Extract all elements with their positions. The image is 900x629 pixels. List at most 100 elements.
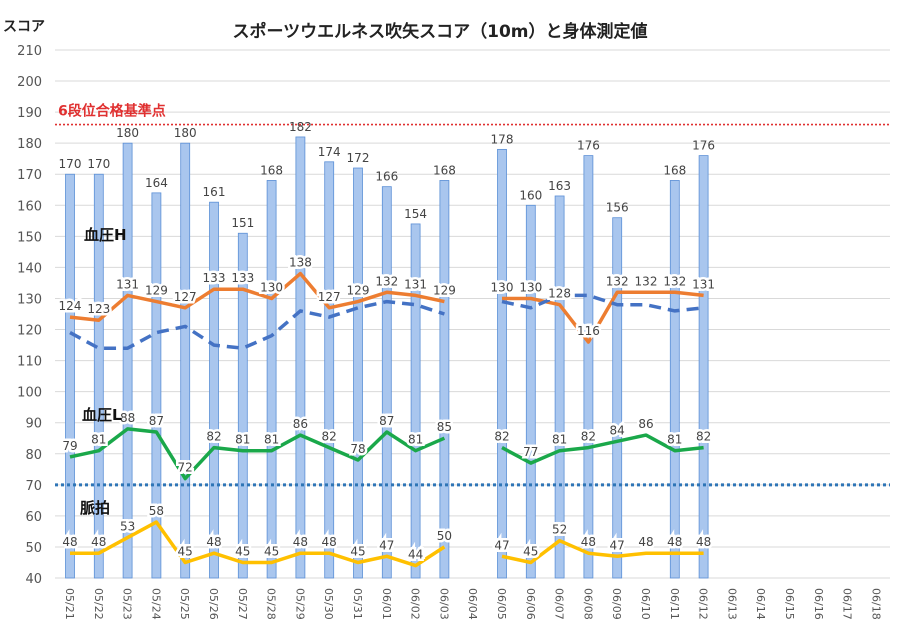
point-value-label: 130 [519, 280, 542, 294]
point-value-label: 132 [635, 274, 658, 288]
point-value-label: 81 [667, 433, 682, 447]
y-tick-label: 170 [17, 168, 42, 183]
point-value-label: 81 [264, 433, 279, 447]
bar-value-label: 178 [491, 132, 514, 146]
score-bar [180, 142, 191, 579]
bar-value-label: 156 [606, 201, 629, 215]
bar-value-label: 176 [577, 139, 600, 153]
point-value-label: 47 [610, 538, 625, 552]
point-value-label: 48 [62, 535, 77, 549]
point-value-label: 81 [408, 433, 423, 447]
y-tick-label: 100 [17, 386, 42, 401]
x-tick-label: 05/30 [322, 588, 335, 620]
point-value-label: 132 [375, 274, 398, 288]
reference-lines: 6段位合格基準点 [55, 103, 890, 487]
point-value-label: 130 [260, 280, 283, 294]
point-value-label: 82 [322, 430, 337, 444]
y-axis-title: スコア [3, 19, 45, 35]
series-line [70, 520, 446, 568]
score-bar [295, 136, 306, 579]
point-value-label: 82 [696, 430, 711, 444]
y-tick-label: 140 [17, 261, 42, 276]
point-value-label: 132 [663, 274, 686, 288]
point-value-label: 53 [120, 520, 135, 534]
point-value-label: 58 [149, 504, 164, 518]
point-value-label: 48 [91, 535, 106, 549]
point-value-label: 48 [293, 535, 308, 549]
score-bar [65, 173, 75, 579]
score-bar [439, 180, 450, 579]
bar-value-label: 180 [116, 126, 139, 140]
point-value-label: 131 [116, 277, 139, 291]
point-value-label: 44 [408, 548, 423, 562]
x-tick-label: 05/23 [121, 588, 134, 620]
point-value-label: 87 [149, 414, 164, 428]
point-value-label: 127 [174, 290, 197, 304]
point-value-label: 138 [289, 256, 312, 270]
bar-value-label: 154 [404, 207, 427, 221]
point-value-label: 133 [231, 271, 254, 285]
measurement-lines [69, 271, 704, 568]
score-bar [410, 223, 421, 579]
point-value-label: 79 [62, 439, 77, 453]
score-bar [237, 232, 248, 579]
score-bar [583, 155, 594, 579]
series-line [501, 538, 704, 565]
point-value-label: 123 [87, 302, 110, 316]
chart-title: スポーツウエルネス吹矢スコア（10m）と身体測定値 [232, 21, 647, 42]
score-bar [554, 195, 565, 579]
x-tick-label: 06/07 [553, 588, 566, 620]
x-tick-label: 06/11 [668, 588, 681, 620]
y-tick-label: 110 [17, 355, 42, 370]
x-tick-label: 06/09 [610, 588, 623, 620]
series-annotations: 血圧H 血圧L 脈拍 [80, 226, 127, 517]
bar-value-label: 168 [433, 163, 456, 177]
x-tick-label: 06/15 [783, 588, 796, 620]
gridlines [55, 49, 890, 579]
point-value-label: 133 [203, 271, 226, 285]
score-bar [93, 173, 104, 579]
point-value-label: 47 [494, 538, 509, 552]
point-value-label: 78 [350, 442, 365, 456]
y-tick-label: 150 [17, 230, 42, 245]
y-tick-label: 190 [17, 106, 42, 121]
point-value-label: 48 [581, 535, 596, 549]
point-value-label: 81 [552, 433, 567, 447]
series-line [501, 293, 704, 313]
point-value-label: 131 [404, 277, 427, 291]
bar-value-label: 176 [692, 139, 715, 153]
y-tick-label: 90 [25, 417, 42, 432]
point-value-label: 81 [91, 433, 106, 447]
point-value-label: 128 [548, 287, 571, 301]
point-value-label: 127 [318, 290, 341, 304]
point-value-label: 52 [552, 523, 567, 537]
point-value-label: 45 [235, 544, 250, 558]
series-line [69, 299, 445, 350]
series-annotation: 血圧L [82, 406, 122, 424]
bar-value-label: 172 [347, 151, 370, 165]
point-value-label: 129 [433, 284, 456, 298]
point-value-label: 45 [178, 544, 193, 558]
point-value-label: 84 [610, 423, 625, 437]
x-tick-label: 06/13 [725, 588, 738, 620]
x-tick-label: 06/12 [697, 588, 710, 620]
bar-value-label: 164 [145, 176, 168, 190]
point-value-label: 48 [322, 535, 337, 549]
x-tick-label: 06/03 [437, 588, 450, 620]
x-tick-label: 06/01 [380, 588, 393, 620]
bar-value-label: 168 [260, 163, 283, 177]
point-value-label: 82 [581, 430, 596, 444]
point-value-label: 45 [350, 544, 365, 558]
x-tick-label: 05/22 [92, 588, 105, 620]
point-value-label: 82 [494, 430, 509, 444]
point-value-label: 45 [523, 544, 538, 558]
x-tick-label: 05/31 [351, 588, 364, 620]
score-bar [525, 204, 536, 579]
x-tick-label: 05/21 [63, 588, 76, 620]
bar-value-label: 182 [289, 120, 312, 134]
point-value-label: 82 [206, 430, 221, 444]
point-value-label: 48 [667, 535, 682, 549]
point-value-label: 129 [347, 284, 370, 298]
point-value-label: 48 [638, 535, 653, 549]
